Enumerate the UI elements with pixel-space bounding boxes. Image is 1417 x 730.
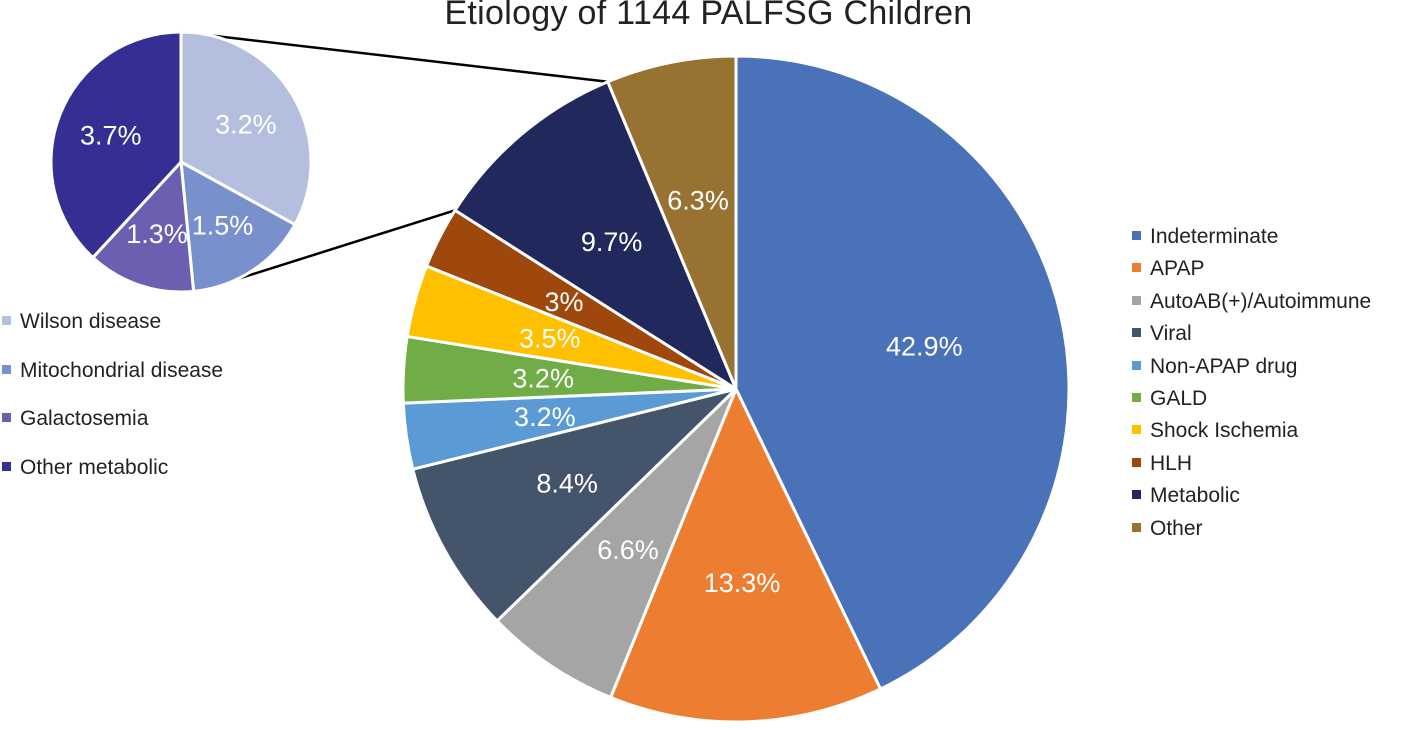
main-label-viral: 8.4% <box>536 468 598 498</box>
legend-label: Other metabolic <box>20 456 169 480</box>
legend-swatch <box>1132 295 1141 305</box>
legend-label: Metabolic <box>1150 484 1240 508</box>
legend-label: GALD <box>1150 387 1208 410</box>
legend-label: AutoAB(+)/Autoimmune <box>1150 289 1372 313</box>
legend-item-other: Other <box>1132 517 1203 541</box>
main-label-hlh: 3% <box>544 287 583 317</box>
legend-item-shock-ischemia: Shock Ischemia <box>1132 419 1298 443</box>
sub-label-other-metabolic: 3.7% <box>80 120 142 150</box>
main-label-shock-ischemia: 3.5% <box>519 324 581 354</box>
main-slice-viral <box>411 387 738 623</box>
sub-slice-wilson-disease <box>179 30 313 227</box>
legend-swatch <box>1132 490 1141 500</box>
main-label-metabolic: 9.7% <box>581 227 643 257</box>
main-slice-indeterminate <box>734 54 1071 691</box>
legend-item-gald: GALD <box>1132 387 1207 411</box>
legend-item-metabolic: Metabolic <box>1132 484 1240 508</box>
legend-item-indeterminate: Indeterminate <box>1132 225 1278 249</box>
legend-swatch <box>2 364 11 374</box>
legend-swatch <box>1132 360 1141 370</box>
legend-label: Indeterminate <box>1150 225 1279 248</box>
legend-label: Viral <box>1150 322 1192 346</box>
legend-label: Shock Ischemia <box>1150 419 1299 443</box>
sub-label-galactosemia: 1.3% <box>126 219 188 249</box>
legend-label: Mitochondrial disease <box>20 358 224 382</box>
legend-swatch <box>1132 457 1141 467</box>
main-pie <box>401 54 1071 724</box>
legend-item-wilson-disease: Wilson disease <box>2 310 161 334</box>
legend-label: HLH <box>1150 451 1193 475</box>
legend-item-hlh: HLH <box>1132 452 1192 476</box>
sub-slice-other-metabolic <box>49 30 183 260</box>
main-label-apap: 13.3% <box>704 568 781 598</box>
legend-swatch <box>1132 263 1141 273</box>
main-slice-metabolic <box>453 80 738 391</box>
sub-slice-galactosemia <box>91 160 196 294</box>
main-label-indeterminate: 42.9% <box>886 332 963 362</box>
legend-swatch <box>1132 328 1141 338</box>
legend-swatch <box>2 462 11 472</box>
legend-item-mitochondrial-disease: Mitochondrial disease <box>2 359 223 383</box>
main-label-non-apap-drug: 3.2% <box>514 402 576 432</box>
legend-label: Other <box>1150 516 1203 540</box>
legend-item-other-metabolic: Other metabolic <box>2 456 168 480</box>
legend-label: Non-APAP drug <box>1150 354 1298 378</box>
connector-top <box>180 30 608 83</box>
legend-item-viral: Viral <box>1132 322 1192 346</box>
main-label-gald: 3.2% <box>512 364 574 394</box>
legend-swatch <box>1132 393 1141 402</box>
main-slice-autoab-autoimmune <box>495 387 738 699</box>
legend-swatch <box>1132 425 1141 435</box>
chart-title: Etiology of 1144 PALFSG Children <box>444 0 973 32</box>
main-label-autoab-autoimmune: 6.6% <box>597 535 659 565</box>
sub-label-mitochondrial-disease: 1.5% <box>192 211 254 241</box>
legend-item-galactosemia: Galactosemia <box>2 407 148 431</box>
legend-swatch <box>1132 231 1141 240</box>
legend-label: Wilson disease <box>20 310 162 333</box>
legend-swatch <box>2 316 11 325</box>
main-slice-apap <box>609 387 882 724</box>
main-pie-labels: 42.9% 13.3% 6.6% 8.4% 3.2% 3.2% 3.5% 3% 9.7% 6.3% <box>512 185 962 597</box>
breakout-pie-labels: 3.2% 1.5%1.3% 3.7% <box>80 109 277 249</box>
legend-label: APAP <box>1150 257 1205 281</box>
legend-label: Galactosemia <box>20 407 149 431</box>
legend-item-non-apap-drug: Non-APAP drug <box>1132 355 1297 379</box>
legend-item-autoab-autoimmune: AutoAB(+)/Autoimmune <box>1132 290 1371 314</box>
legend-item-apap: APAP <box>1132 257 1204 281</box>
sub-slice-mitochondrial-disease <box>179 160 297 293</box>
breakout-pie <box>49 30 313 294</box>
sub-label-wilson-disease: 3.2% <box>215 109 277 139</box>
legend-swatch <box>2 413 11 423</box>
main-slice-other <box>606 54 738 391</box>
legend-swatch <box>1132 522 1141 532</box>
main-label-other: 6.3% <box>667 185 729 215</box>
